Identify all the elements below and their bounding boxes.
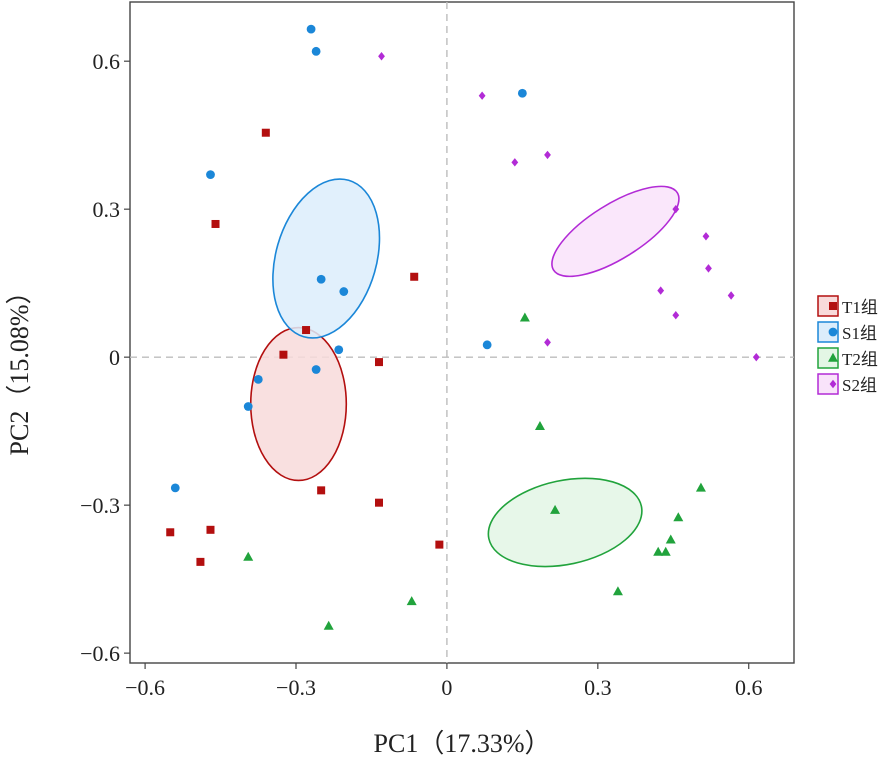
data-point-series-1 [410,272,419,281]
data-point-series-3 [406,596,417,606]
data-point-series-1 [211,219,220,228]
legend-marker-series-4 [829,379,837,389]
x-tick-label: 0 [441,675,452,700]
data-point-series-3 [323,620,334,630]
data-point-series-1 [206,525,215,534]
y-tick-label: 0.6 [93,49,121,74]
legend-swatch-series-2 [817,321,839,343]
data-point-series-2 [316,274,326,284]
data-point-series-3 [660,546,671,556]
plot-frame [129,1,795,664]
confidence-ellipse-3 [487,477,643,568]
legend-marker-series-1 [829,302,837,310]
data-point-series-1 [261,128,270,137]
reference-lines [130,2,794,663]
y-axis-title: PC2（15.08%） [5,279,34,456]
data-point-series-3 [243,551,254,561]
data-point-series-1 [302,326,311,335]
confidence-ellipse-2 [272,178,381,339]
data-point-series-4 [672,204,680,214]
x-axis-title: PC1（17.33%） [374,729,551,758]
data-point-series-4 [752,352,760,362]
confidence-ellipses [249,178,680,568]
data-point-series-1 [435,540,444,549]
data-point-series-2 [517,88,527,98]
data-point-series-1 [279,350,288,359]
data-point-series-2 [206,170,215,180]
data-point-series-3 [695,482,706,492]
y-tick-label: 0.3 [93,197,121,222]
data-point-series-3 [612,586,623,596]
data-point-series-2 [334,345,344,355]
data-point-series-3 [653,546,664,556]
data-point-series-3 [673,512,684,522]
legend-swatch-series-4 [817,373,839,395]
data-point-series-4 [705,264,712,273]
data-point-series-3 [550,504,561,514]
legend-label-series-2: S1组 [842,324,877,343]
data-point-series-1 [375,498,383,507]
x-tick-label: −0.6 [125,675,165,700]
x-tick-label: 0.3 [584,675,612,700]
data-point-series-3 [519,312,530,322]
data-points [166,24,760,630]
data-point-series-2 [339,287,349,296]
confidence-ellipse-4 [551,185,680,278]
data-point-series-4 [544,338,551,347]
data-point-series-4 [378,52,385,61]
data-point-series-4 [727,291,735,300]
data-point-series-3 [534,421,545,431]
legend-label-series-4: S2组 [842,376,877,395]
legend-marker-series-2 [828,327,838,337]
x-axis-ticks: −0.6 −0.3 0 0.3 0.6 [125,663,762,700]
data-point-series-1 [375,358,383,367]
y-tick-label: 0 [109,345,120,370]
confidence-ellipse-1 [249,326,348,482]
data-point-series-2 [243,402,253,411]
legend-swatch-series-1 [817,295,839,317]
data-point-series-1 [166,528,175,537]
data-point-series-2 [482,340,492,350]
data-point-series-2 [253,374,263,384]
data-point-series-2 [311,365,321,374]
legend-label-series-1: T1组 [842,298,878,317]
data-point-series-2 [170,483,180,493]
legend-label-series-3: T2组 [842,350,878,369]
data-point-series-4 [702,232,710,241]
y-tick-label: −0.3 [80,493,120,518]
data-point-series-4 [478,91,486,100]
data-point-series-2 [311,46,321,56]
data-point-series-3 [665,534,676,544]
x-tick-label: −0.3 [276,675,316,700]
data-point-series-2 [306,24,316,34]
legend-marker-series-3 [828,352,838,362]
data-point-series-4 [672,311,680,320]
data-point-series-4 [511,158,519,167]
data-point-series-1 [317,486,326,495]
data-point-series-1 [196,557,205,566]
data-point-series-4 [657,286,665,295]
legend: T1组 S1组 T2组 S2组 [817,295,878,395]
y-tick-label: −0.6 [80,641,120,666]
y-axis-ticks: −0.6 −0.3 0 0.3 0.6 [80,49,130,666]
data-point-series-4 [544,150,551,160]
x-tick-label: 0.6 [735,675,763,700]
